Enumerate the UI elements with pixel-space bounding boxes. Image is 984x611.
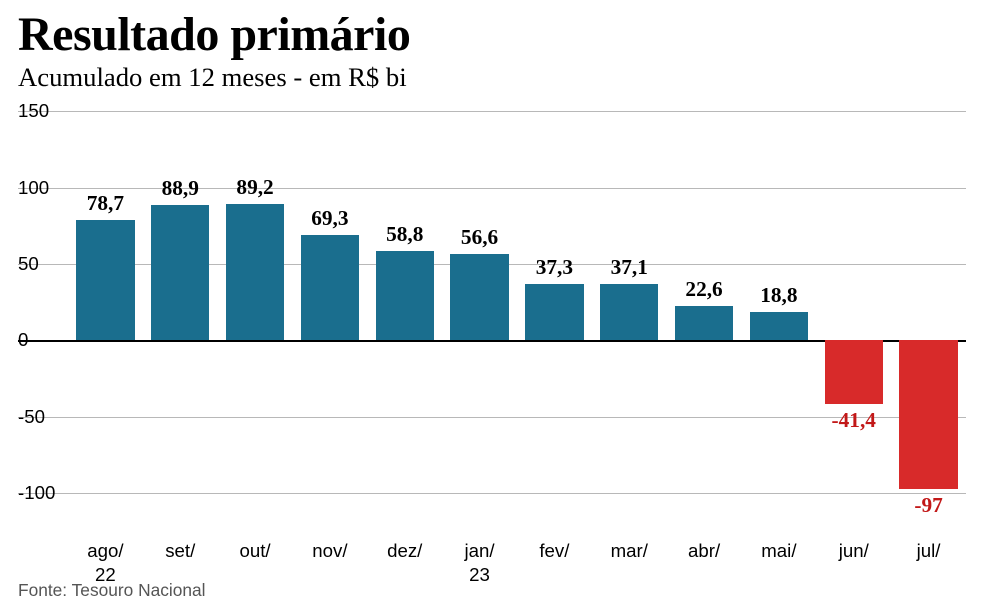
bar: 58,8dez/	[376, 111, 434, 531]
bar-value-label: 56,6	[461, 225, 498, 250]
bar: 78,7ago/22	[76, 111, 134, 531]
bar-rect-positive	[301, 235, 359, 341]
bar-value-label: 22,6	[685, 277, 722, 302]
x-axis-label: jun/	[839, 539, 869, 586]
y-axis-label: -100	[18, 482, 55, 504]
bar-value-label: 88,9	[162, 176, 199, 201]
bar: -97jul/	[899, 111, 957, 531]
chart-subtitle: Acumulado em 12 meses - em R$ bi	[18, 62, 966, 93]
bar-value-label: 37,3	[536, 255, 573, 280]
bar: 37,3fev/	[525, 111, 583, 531]
bar-rect-positive	[226, 204, 284, 340]
bar: -41,4jun/	[825, 111, 883, 531]
bar: 88,9set/	[151, 111, 209, 531]
x-axis-label: abr/	[688, 539, 720, 586]
x-axis-label: mar/	[611, 539, 648, 586]
y-axis-label: -50	[18, 406, 45, 428]
bar: 89,2out/	[226, 111, 284, 531]
bar-value-label: 89,2	[236, 175, 273, 200]
bar-value-label: 69,3	[311, 206, 348, 231]
bar-rect-positive	[76, 220, 134, 340]
x-axis-label: dez/	[387, 539, 422, 586]
bar-value-label: -41,4	[832, 408, 876, 433]
source-text: Tesouro Nacional	[72, 580, 206, 600]
bar: 18,8mai/	[750, 111, 808, 531]
bar-value-label: 78,7	[87, 191, 124, 216]
x-axis-label: fev/	[539, 539, 569, 586]
bar: 69,3nov/	[301, 111, 359, 531]
x-axis-label: jan/23	[465, 539, 495, 586]
bar-rect-positive	[525, 284, 583, 341]
y-axis-label: 0	[18, 329, 28, 351]
chart-wrap: -100-5005010015078,7ago/2288,9set/ 89,2o…	[18, 111, 966, 531]
bar-rect-negative	[825, 340, 883, 403]
bar: 37,1mar/	[600, 111, 658, 531]
bar-value-label: 18,8	[760, 283, 797, 308]
x-axis-label: jul/	[917, 539, 941, 586]
y-axis-label: 100	[18, 177, 49, 199]
chart-title: Resultado primário	[18, 10, 966, 60]
bar-value-label: 37,1	[611, 255, 648, 280]
bar-rect-positive	[151, 205, 209, 341]
bar-value-label: -97	[914, 493, 942, 518]
source-prefix: Fonte:	[18, 580, 72, 600]
bar-rect-positive	[675, 306, 733, 341]
bar-rect-positive	[750, 312, 808, 341]
x-axis-label: out/	[240, 539, 271, 586]
bar-rect-positive	[600, 284, 658, 341]
bar: 56,6jan/23	[450, 111, 508, 531]
bar-rect-positive	[450, 254, 508, 340]
x-axis-label: nov/	[312, 539, 347, 586]
y-axis-label: 150	[18, 100, 49, 122]
x-axis-label: mai/	[761, 539, 796, 586]
chart-source: Fonte: Tesouro Nacional	[18, 580, 206, 601]
bar-chart: -100-5005010015078,7ago/2288,9set/ 89,2o…	[18, 111, 966, 531]
bar-rect-positive	[376, 251, 434, 341]
bar-value-label: 58,8	[386, 222, 423, 247]
bar: 22,6abr/	[675, 111, 733, 531]
y-axis-label: 50	[18, 253, 39, 275]
bar-rect-negative	[899, 340, 957, 488]
chart-container: Resultado primário Acumulado em 12 meses…	[0, 0, 984, 611]
